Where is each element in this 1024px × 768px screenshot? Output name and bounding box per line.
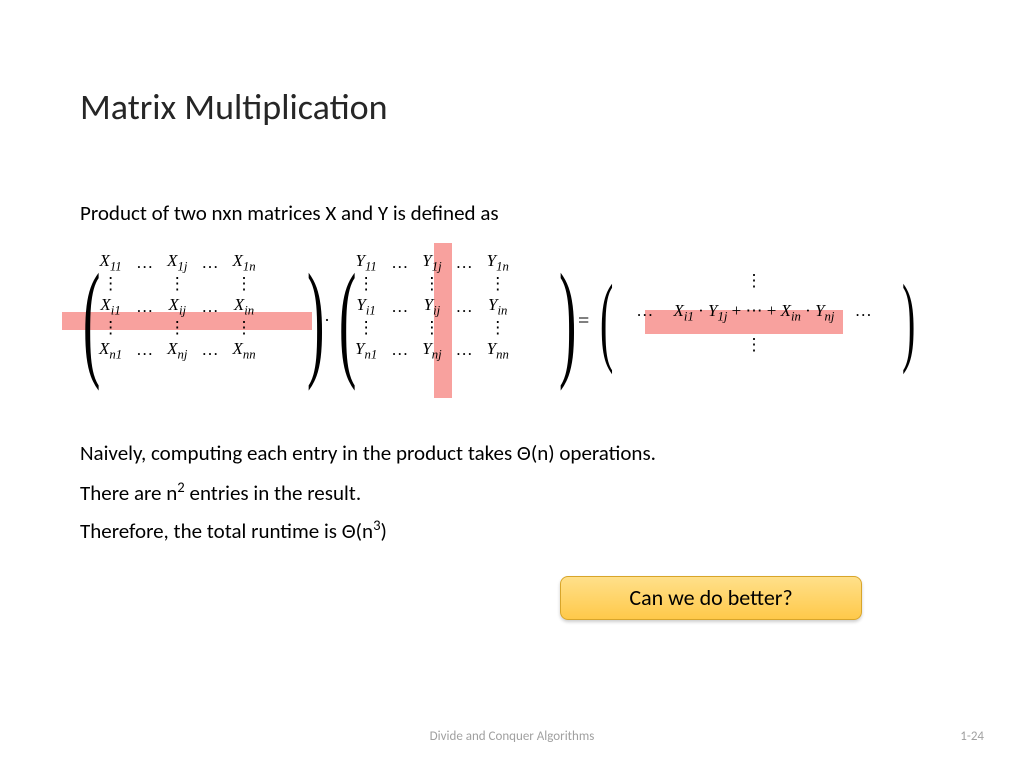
result-hdots-right: … (845, 301, 882, 321)
callout-question: Can we do better? (560, 576, 862, 620)
result-vdots-top: ⋮ (614, 272, 894, 289)
slide: Matrix Multiplication Product of two nxn… (0, 0, 1024, 768)
dot-operator: · (324, 310, 330, 331)
footer-title: Divide and Conquer Algorithms (0, 729, 1024, 744)
intro-text: Product of two nxn matrices X and Y is d… (80, 200, 499, 226)
footer-page-number: 1-24 (960, 729, 984, 744)
matrix-x-grid: X11 … X1j … X1n ⋮ ⋮ ⋮ Xi1 … Xij … Xin (92, 248, 263, 365)
result-hdots-left: … (626, 301, 663, 321)
body-entries: There are n2 entries in the result. (80, 478, 361, 506)
body-naive: Naively, computing each entry in the pro… (80, 440, 656, 466)
equals-sign: = (578, 310, 589, 333)
result-vdots-bottom: ⋮ (614, 336, 894, 353)
body-runtime: Therefore, the total runtime is Θ(n3) (80, 516, 387, 544)
matrix-y-grid: Y11 … Y1j … Y1n ⋮ ⋮ ⋮ Yi1 … Yij … Yin (348, 248, 516, 365)
matrix-equation: ( X11 … X1j … X1n ⋮ ⋮ ⋮ Xi1 … Xij (80, 248, 950, 398)
page-title: Matrix Multiplication (80, 85, 388, 129)
result-entry: Xi1 · Y1j + ⋯ + Xin · Ynj (668, 299, 841, 326)
